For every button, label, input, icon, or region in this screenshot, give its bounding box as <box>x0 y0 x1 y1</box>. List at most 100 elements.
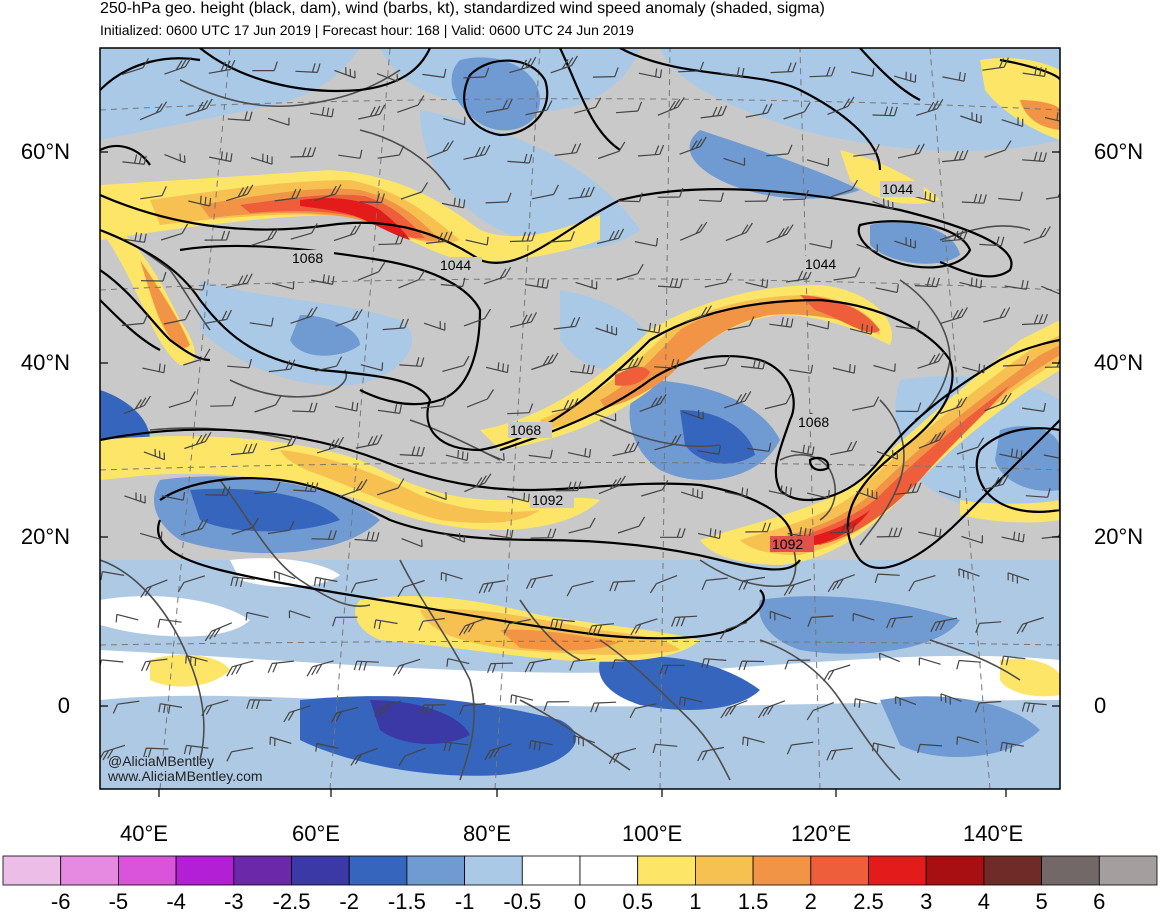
wind-barb <box>531 352 559 371</box>
colorbar-swatch <box>868 855 927 886</box>
wind-barb <box>975 700 1002 713</box>
wind-barb <box>1007 572 1030 584</box>
lon-label-120e: 120°E <box>791 821 852 846</box>
wind-barb <box>1044 112 1060 122</box>
wind-barb <box>445 450 469 461</box>
wind-barb <box>741 359 766 370</box>
wind-barb <box>254 395 282 413</box>
wind-barb <box>764 393 792 410</box>
wind-barb <box>554 143 582 156</box>
wind-barb <box>704 272 732 288</box>
wind-barb <box>959 277 983 289</box>
wind-barb <box>204 622 233 642</box>
wind-barb <box>914 277 940 288</box>
wind-barb <box>1041 285 1060 295</box>
wind-barb <box>543 701 570 712</box>
wind-barb <box>509 312 538 328</box>
wind-barb <box>684 305 712 323</box>
wind-barb <box>983 307 1011 323</box>
wind-barb <box>230 443 258 456</box>
wind-barb <box>894 71 917 83</box>
colorbar-tick-label: 3 <box>920 889 933 914</box>
wind-barb <box>679 696 703 707</box>
wind-barb <box>630 618 658 636</box>
wind-barb <box>1021 702 1047 713</box>
wind-barb <box>598 475 626 495</box>
wind-barb <box>226 660 254 677</box>
wind-barb <box>612 441 640 457</box>
wind-barb <box>525 574 553 589</box>
wind-barb <box>441 197 466 209</box>
wind-barb <box>940 693 962 705</box>
wind-barb <box>874 573 900 583</box>
wind-barb <box>852 612 875 622</box>
wind-barb <box>940 307 968 324</box>
wind-barb <box>465 236 489 246</box>
wind-barb <box>315 356 343 372</box>
wind-barb <box>188 195 212 207</box>
lat-label-40n-right: 40°N <box>1094 350 1144 375</box>
wind-barb <box>587 623 614 636</box>
wind-barb <box>789 364 814 374</box>
wind-barb <box>164 153 186 164</box>
wind-barb <box>738 660 764 671</box>
wind-barb <box>184 431 212 450</box>
wind-barb <box>440 277 466 288</box>
colorbar-tick-label: 0.5 <box>622 889 653 914</box>
colorbar-tick-label: -4 <box>166 889 186 914</box>
wind-barb <box>377 145 405 159</box>
wind-barb <box>886 615 913 629</box>
wind-barb <box>654 433 682 451</box>
wind-barb <box>382 318 409 331</box>
lat-label-40n: 40°N <box>20 350 70 375</box>
wind-barb <box>274 188 302 202</box>
wind-barb <box>140 271 167 282</box>
wind-barb <box>163 309 191 325</box>
wind-barb <box>123 395 152 415</box>
colorbar-swatch <box>752 855 812 886</box>
tick-marks <box>100 151 1060 797</box>
wind-barb <box>1016 616 1044 635</box>
colorbar-swatch <box>1098 855 1158 886</box>
graticule <box>100 48 1060 789</box>
wind-barb <box>657 277 683 289</box>
colorbar-tick-label: -6 <box>50 889 71 914</box>
wind-barb <box>570 364 595 375</box>
wind-barb <box>766 144 793 157</box>
wind-barb <box>423 321 446 331</box>
wind-barb <box>1000 741 1025 753</box>
contour-label: 1068 <box>510 422 541 438</box>
wind-barb <box>852 396 880 411</box>
wind-barb <box>616 356 644 372</box>
lon-label-100e: 100°E <box>622 821 683 846</box>
colorbar-swatch <box>118 855 177 886</box>
wind-barb <box>311 530 337 540</box>
wind-barb <box>1021 313 1048 326</box>
colorbar-swatch <box>233 855 292 886</box>
wind-barb <box>958 568 980 580</box>
wind-barb <box>466 389 495 408</box>
wind-barb <box>975 621 1002 633</box>
wind-barb <box>942 72 966 82</box>
wind-barb <box>849 323 873 335</box>
colorbar-swatch <box>175 855 235 886</box>
wind-barb <box>230 576 255 587</box>
wind-barb <box>592 67 619 78</box>
colorbar-tick-label: 4 <box>977 889 991 914</box>
wind-barb <box>659 664 685 675</box>
wind-barb <box>747 442 772 452</box>
lat-label-20n-right: 20°N <box>1094 524 1144 549</box>
wind-barb <box>510 694 534 705</box>
wind-barb <box>143 747 169 758</box>
wind-barb <box>1025 488 1051 498</box>
wind-barb <box>209 151 233 163</box>
lat-label-60n: 60°N <box>20 139 70 164</box>
wind-barb <box>629 703 657 719</box>
wind-barb <box>960 112 982 124</box>
colorbar-swatch <box>925 855 985 886</box>
wind-barb <box>205 309 232 324</box>
wind-barb <box>310 106 334 118</box>
wind-barb <box>875 284 899 293</box>
wind-barb <box>400 182 429 200</box>
wind-barb <box>210 396 237 407</box>
